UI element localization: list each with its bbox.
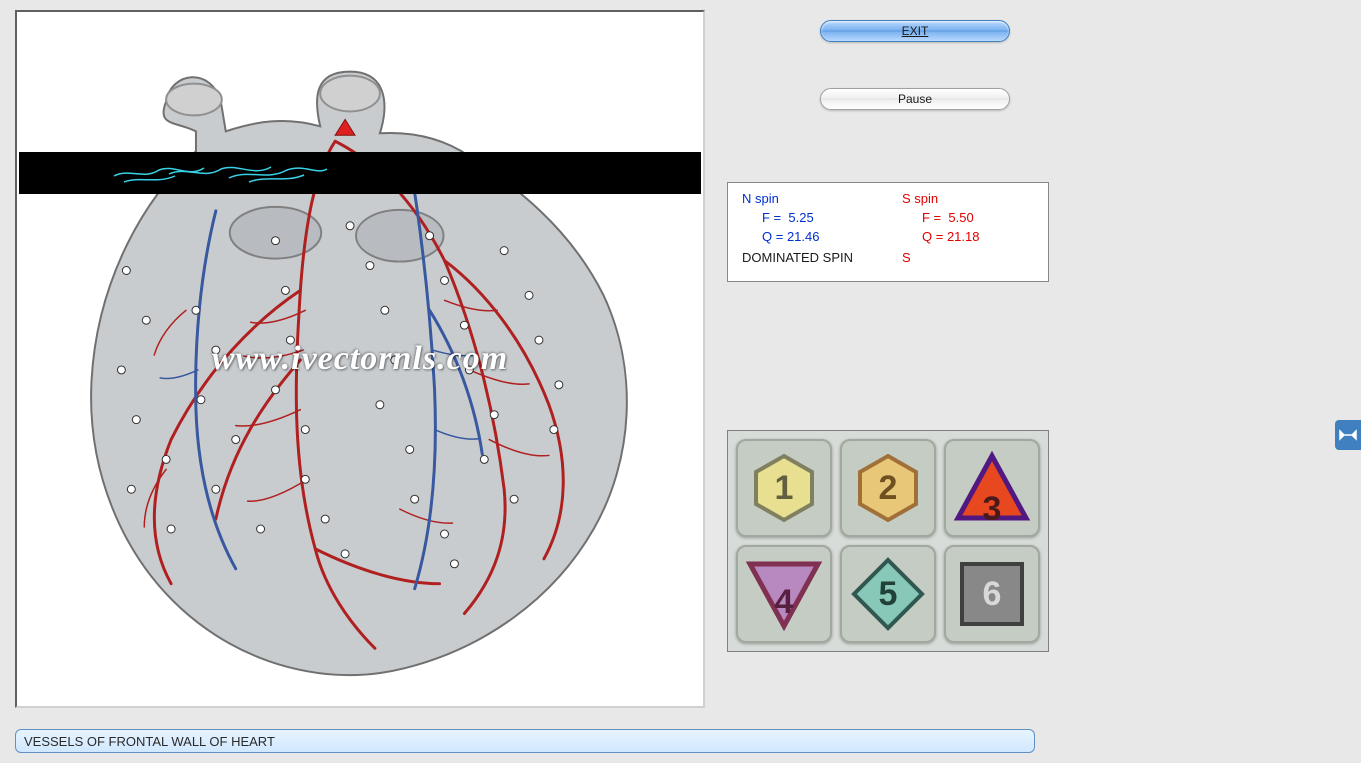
measurement-point[interactable] bbox=[376, 401, 384, 409]
measurement-point[interactable] bbox=[197, 396, 205, 404]
footer-title: VESSELS OF FRONTAL WALL OF HEART bbox=[24, 734, 275, 749]
legend-tile-6[interactable]: 6 bbox=[944, 545, 1040, 643]
measurement-point[interactable] bbox=[257, 525, 265, 533]
legend-num: 3 bbox=[983, 490, 1002, 529]
measurement-point[interactable] bbox=[426, 232, 434, 240]
pause-label: Pause bbox=[898, 92, 932, 106]
measurement-point[interactable] bbox=[406, 445, 414, 453]
spin-data-panel: N spin S spin F = 5.25 F = 5.50 Q = 21.4… bbox=[727, 182, 1049, 282]
measurement-point[interactable] bbox=[301, 475, 309, 483]
measurement-point[interactable] bbox=[391, 356, 399, 364]
measurement-point[interactable] bbox=[490, 411, 498, 419]
measurement-point[interactable] bbox=[500, 247, 508, 255]
s-q-value: Q = 21.18 bbox=[902, 229, 980, 244]
measurement-point[interactable] bbox=[212, 485, 220, 493]
measurement-point[interactable] bbox=[281, 286, 289, 294]
measurement-point[interactable] bbox=[167, 525, 175, 533]
measurement-point[interactable] bbox=[286, 336, 294, 344]
measurement-point[interactable] bbox=[441, 276, 449, 284]
measurement-point[interactable] bbox=[122, 267, 130, 275]
legend-tile-1[interactable]: 1 bbox=[736, 439, 832, 537]
vessel-tube bbox=[166, 84, 222, 116]
scan-band bbox=[19, 152, 701, 194]
measurement-point[interactable] bbox=[381, 306, 389, 314]
measurement-point[interactable] bbox=[441, 530, 449, 538]
legend-tile-2[interactable]: 2 bbox=[840, 439, 936, 537]
legend-tile-5[interactable]: 5 bbox=[840, 545, 936, 643]
dominated-spin-label: DOMINATED SPIN bbox=[742, 250, 902, 265]
n-spin-header: N spin bbox=[742, 191, 902, 206]
footer-title-bar: VESSELS OF FRONTAL WALL OF HEART bbox=[15, 729, 1035, 753]
measurement-point[interactable] bbox=[142, 316, 150, 324]
measurement-point[interactable] bbox=[366, 262, 374, 270]
measurement-point[interactable] bbox=[535, 336, 543, 344]
s-f-value: F = 5.50 bbox=[902, 210, 974, 225]
legend-num: 1 bbox=[775, 469, 794, 508]
scan-glow bbox=[109, 160, 329, 186]
n-f-value: F = 5.25 bbox=[742, 210, 902, 225]
measurement-point[interactable] bbox=[117, 366, 125, 374]
n-q-value: Q = 21.46 bbox=[742, 229, 902, 244]
measurement-point[interactable] bbox=[321, 515, 329, 523]
measurement-point[interactable] bbox=[132, 416, 140, 424]
measurement-point[interactable] bbox=[460, 321, 468, 329]
measurement-point[interactable] bbox=[450, 560, 458, 568]
measurement-point[interactable] bbox=[272, 386, 280, 394]
measurement-point[interactable] bbox=[346, 222, 354, 230]
measurement-point[interactable] bbox=[550, 426, 558, 434]
measurement-point[interactable] bbox=[510, 495, 518, 503]
measurement-point[interactable] bbox=[525, 291, 533, 299]
measurement-point[interactable] bbox=[411, 495, 419, 503]
dominated-spin-value: S bbox=[902, 250, 911, 265]
side-panel-toggle[interactable] bbox=[1335, 420, 1361, 450]
measurement-point[interactable] bbox=[127, 485, 135, 493]
legend-tile-4[interactable]: 4 bbox=[736, 545, 832, 643]
measurement-point[interactable] bbox=[480, 455, 488, 463]
pause-button[interactable]: Pause bbox=[820, 88, 1010, 110]
legend-tile-3[interactable]: 3 bbox=[944, 439, 1040, 537]
arrow-left-right-icon bbox=[1339, 426, 1357, 444]
measurement-point[interactable] bbox=[465, 366, 473, 374]
measurement-point[interactable] bbox=[212, 346, 220, 354]
legend-num: 2 bbox=[879, 469, 898, 508]
measurement-point[interactable] bbox=[555, 381, 563, 389]
shape-legend-panel: 1 2 3 4 5 6 bbox=[727, 430, 1049, 652]
anatomy-viewport: www.ivectornls.com bbox=[15, 10, 705, 708]
measurement-point[interactable] bbox=[272, 237, 280, 245]
measurement-point[interactable] bbox=[301, 426, 309, 434]
vessel-tube bbox=[320, 76, 380, 112]
exit-button[interactable]: EXIT bbox=[820, 20, 1010, 42]
measurement-point[interactable] bbox=[162, 455, 170, 463]
s-spin-header: S spin bbox=[902, 191, 938, 206]
legend-num: 4 bbox=[775, 583, 794, 622]
measurement-point[interactable] bbox=[192, 306, 200, 314]
legend-num: 5 bbox=[879, 575, 898, 614]
measurement-point[interactable] bbox=[341, 550, 349, 558]
measurement-point[interactable] bbox=[232, 436, 240, 444]
heart-illustration bbox=[17, 12, 703, 706]
legend-num: 6 bbox=[983, 575, 1002, 614]
exit-label: EXIT bbox=[902, 24, 929, 38]
